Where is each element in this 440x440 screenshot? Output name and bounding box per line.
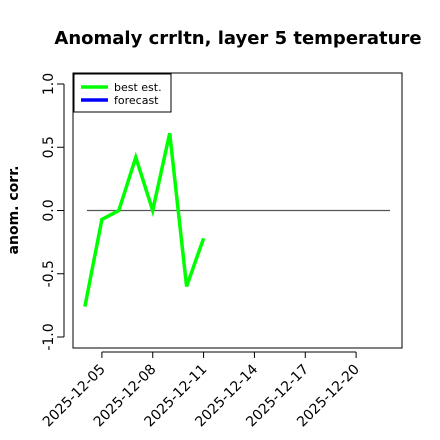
legend: best est.forecast [73,73,172,113]
chart-title: Anomaly crrltn, layer 5 temperature [54,28,421,49]
y-tick-label: 1.0 [41,73,57,95]
plot-frame [72,72,403,349]
legend-label: forecast [114,94,159,107]
y-axis: -1.0 -0.5 0.0 0.5 1.0 [41,73,65,351]
y-tick-label: 0.5 [41,136,57,158]
y-tick-label: -0.5 [41,260,57,287]
legend-label: best est. [114,81,162,94]
y-tick-label: -1.0 [41,323,57,350]
legend-box [73,73,172,113]
y-tick-label: 0.0 [41,199,57,221]
x-axis: 2025-12-052025-12-082025-12-112025-12-14… [40,351,363,430]
series-line-0 [83,132,206,307]
series-layer [83,132,206,307]
y-axis-label: anom. corr. [6,166,22,255]
